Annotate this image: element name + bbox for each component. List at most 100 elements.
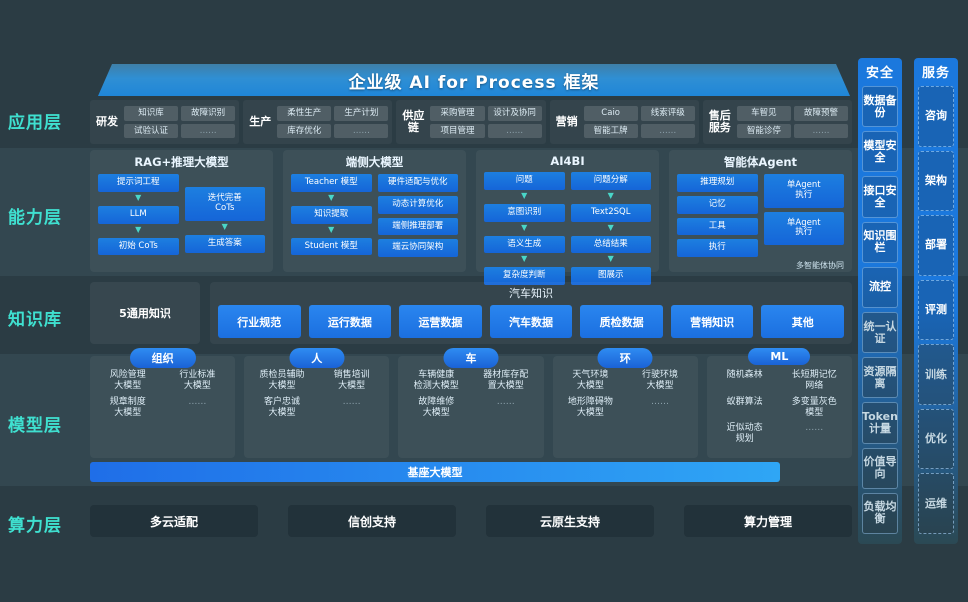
application-chip[interactable]: 故障预警 <box>793 106 849 121</box>
application-chip[interactable]: 智能工牌 <box>583 123 638 138</box>
capability-node[interactable]: 执行 <box>677 239 758 258</box>
capability-node[interactable]: 单Agent 执行 <box>763 211 844 246</box>
security-item[interactable]: 统一认证 <box>862 312 898 354</box>
capability-node[interactable]: 端侧推理部署 <box>377 217 458 236</box>
security-item[interactable]: Token计量 <box>862 402 898 444</box>
security-item[interactable]: 流控 <box>862 266 898 309</box>
model-item[interactable]: 行业标准 大模型 <box>179 370 216 392</box>
capability-node[interactable]: 动态计算优化 <box>377 195 458 214</box>
service-item[interactable]: 部署 <box>918 215 954 276</box>
security-item[interactable]: 价值导向 <box>862 447 898 489</box>
model-item[interactable]: 车辆健康 检测大模型 <box>413 370 459 392</box>
model-item[interactable]: …… <box>805 423 824 433</box>
model-card-pill: 环 <box>597 348 653 368</box>
capability-node[interactable]: 工具 <box>677 217 758 236</box>
application-chip[interactable]: 智能诊停 <box>736 123 791 138</box>
service-item[interactable]: 优化 <box>918 408 954 470</box>
model-item[interactable]: 地形障碍物 大模型 <box>567 396 613 418</box>
knowledge-chip[interactable]: 质检数据 <box>580 305 663 338</box>
application-chip[interactable]: 设计及协同 <box>487 106 542 121</box>
service-item[interactable]: 运维 <box>918 473 954 535</box>
capability-node[interactable]: 生成答案 <box>184 234 265 253</box>
application-chip[interactable]: 生产计划 <box>334 106 389 121</box>
capability-node[interactable]: 语义生成 <box>484 235 565 254</box>
capability-node[interactable]: 单Agent 执行 <box>763 174 844 208</box>
model-item[interactable]: 风险管理 大模型 <box>109 370 146 392</box>
application-chip[interactable]: 知识库 <box>124 106 179 121</box>
model-item[interactable]: …… <box>651 396 669 407</box>
model-item[interactable]: 规章制度 大模型 <box>109 396 146 418</box>
knowledge-chip[interactable]: 运营数据 <box>399 305 482 338</box>
capability-card-body: Teacher 模型 ▼ 知识提取 ▼ Student 模型 硬件适配与优化 动态计算优化端… <box>291 174 458 266</box>
capability-node[interactable]: 初始 CoTs <box>98 237 179 256</box>
compute-box[interactable]: 多云适配 <box>90 505 258 537</box>
capability-node[interactable]: 记忆 <box>677 195 758 214</box>
model-item[interactable]: 近似动态 规划 <box>726 423 763 445</box>
application-chip[interactable]: 柔性生产 <box>277 106 332 121</box>
capability-node[interactable]: 硬件适配与优化 <box>377 174 458 192</box>
capability-node[interactable]: Teacher 模型 <box>291 174 372 192</box>
capability-node[interactable]: 端云协同架构 <box>377 239 458 258</box>
capability-node[interactable]: 推理规划 <box>677 174 758 192</box>
knowledge-chip-list: 行业规范 运行数据 运营数据 汽车数据 质检数据 营销知识 其他 <box>218 305 845 338</box>
service-item[interactable]: 咨询 <box>918 86 954 147</box>
capability-node[interactable]: Text2SQL <box>570 203 651 222</box>
capability-node[interactable]: 意图识别 <box>484 203 565 222</box>
application-chip[interactable]: …… <box>181 123 236 138</box>
service-item[interactable]: 评测 <box>918 279 954 341</box>
application-chip[interactable]: 试验认证 <box>124 123 179 138</box>
model-item[interactable]: 随机森林 <box>726 370 763 380</box>
compute-box[interactable]: 算力管理 <box>684 505 852 537</box>
service-item[interactable]: 架构 <box>918 150 954 212</box>
model-item[interactable]: 天气环境 大模型 <box>572 370 609 392</box>
application-chip[interactable]: Caio <box>583 106 638 121</box>
application-chip[interactable]: …… <box>793 123 849 138</box>
capability-node[interactable]: Student 模型 <box>291 237 372 256</box>
knowledge-chip[interactable]: 汽车数据 <box>489 305 573 338</box>
capability-node[interactable]: 提示词工程 <box>98 174 179 192</box>
capability-node[interactable]: 复杂度判断 <box>484 267 565 286</box>
knowledge-chip[interactable]: 营销知识 <box>670 305 754 338</box>
security-item[interactable]: 知识围栏 <box>862 221 898 263</box>
model-item[interactable]: …… <box>342 396 361 407</box>
application-chip[interactable]: …… <box>487 123 542 138</box>
compute-box[interactable]: 信创支持 <box>288 505 456 537</box>
application-chip[interactable]: …… <box>334 123 389 138</box>
capability-card: 智能体Agent 推理规划 记忆 工具 执行 单Agent 执行 单Agent 执行 多智能体… <box>669 150 852 272</box>
model-item[interactable]: …… <box>496 396 515 407</box>
knowledge-chip[interactable]: 运行数据 <box>308 305 392 338</box>
service-item[interactable]: 训练 <box>918 344 954 405</box>
application-chip[interactable]: 线索评级 <box>640 106 695 121</box>
capability-node[interactable]: 迭代完善 CoTs <box>184 187 265 221</box>
model-item[interactable]: 销售培训 大模型 <box>333 370 370 392</box>
compute-box[interactable]: 云原生支持 <box>486 505 654 537</box>
application-chip[interactable]: 库存优化 <box>277 123 332 138</box>
capability-node[interactable]: LLM <box>98 205 179 224</box>
model-item[interactable]: 故障维修 大模型 <box>418 396 455 418</box>
model-item[interactable]: 蚁群算法 <box>726 396 763 407</box>
model-item[interactable]: 行驶环境 大模型 <box>642 370 679 392</box>
capability-node[interactable]: 图展示 <box>570 267 651 286</box>
knowledge-chip[interactable]: 行业规范 <box>218 305 301 338</box>
capability-node[interactable]: 总结结果 <box>570 235 651 254</box>
model-item[interactable]: 质检员辅助 大模型 <box>259 370 305 392</box>
model-item[interactable]: 客户忠诚 大模型 <box>263 396 300 418</box>
model-item[interactable]: 多变量灰色 模型 <box>791 396 837 418</box>
knowledge-chip[interactable]: 其他 <box>761 305 845 338</box>
security-item[interactable]: 数据备份 <box>862 86 898 128</box>
application-chip[interactable]: 故障识别 <box>181 106 236 121</box>
application-chip[interactable]: 采购管理 <box>430 106 485 121</box>
capability-node[interactable]: 问题 <box>484 172 565 190</box>
model-item[interactable]: 长短期记忆 网络 <box>791 370 837 392</box>
security-item[interactable]: 负载均衡 <box>862 492 898 535</box>
capability-node[interactable]: 问题分解 <box>570 172 651 190</box>
security-item[interactable]: 模型安全 <box>862 131 898 173</box>
security-item[interactable]: 资源隔离 <box>862 357 898 399</box>
application-chip[interactable]: …… <box>640 123 695 138</box>
application-chip[interactable]: 项目管理 <box>430 123 485 138</box>
model-item[interactable]: …… <box>188 396 207 407</box>
application-chip[interactable]: 车智见 <box>736 106 791 121</box>
capability-node[interactable]: 知识提取 <box>291 205 372 224</box>
model-item[interactable]: 器材库存配 置大模型 <box>483 370 529 392</box>
security-item[interactable]: 接口安全 <box>862 176 898 218</box>
